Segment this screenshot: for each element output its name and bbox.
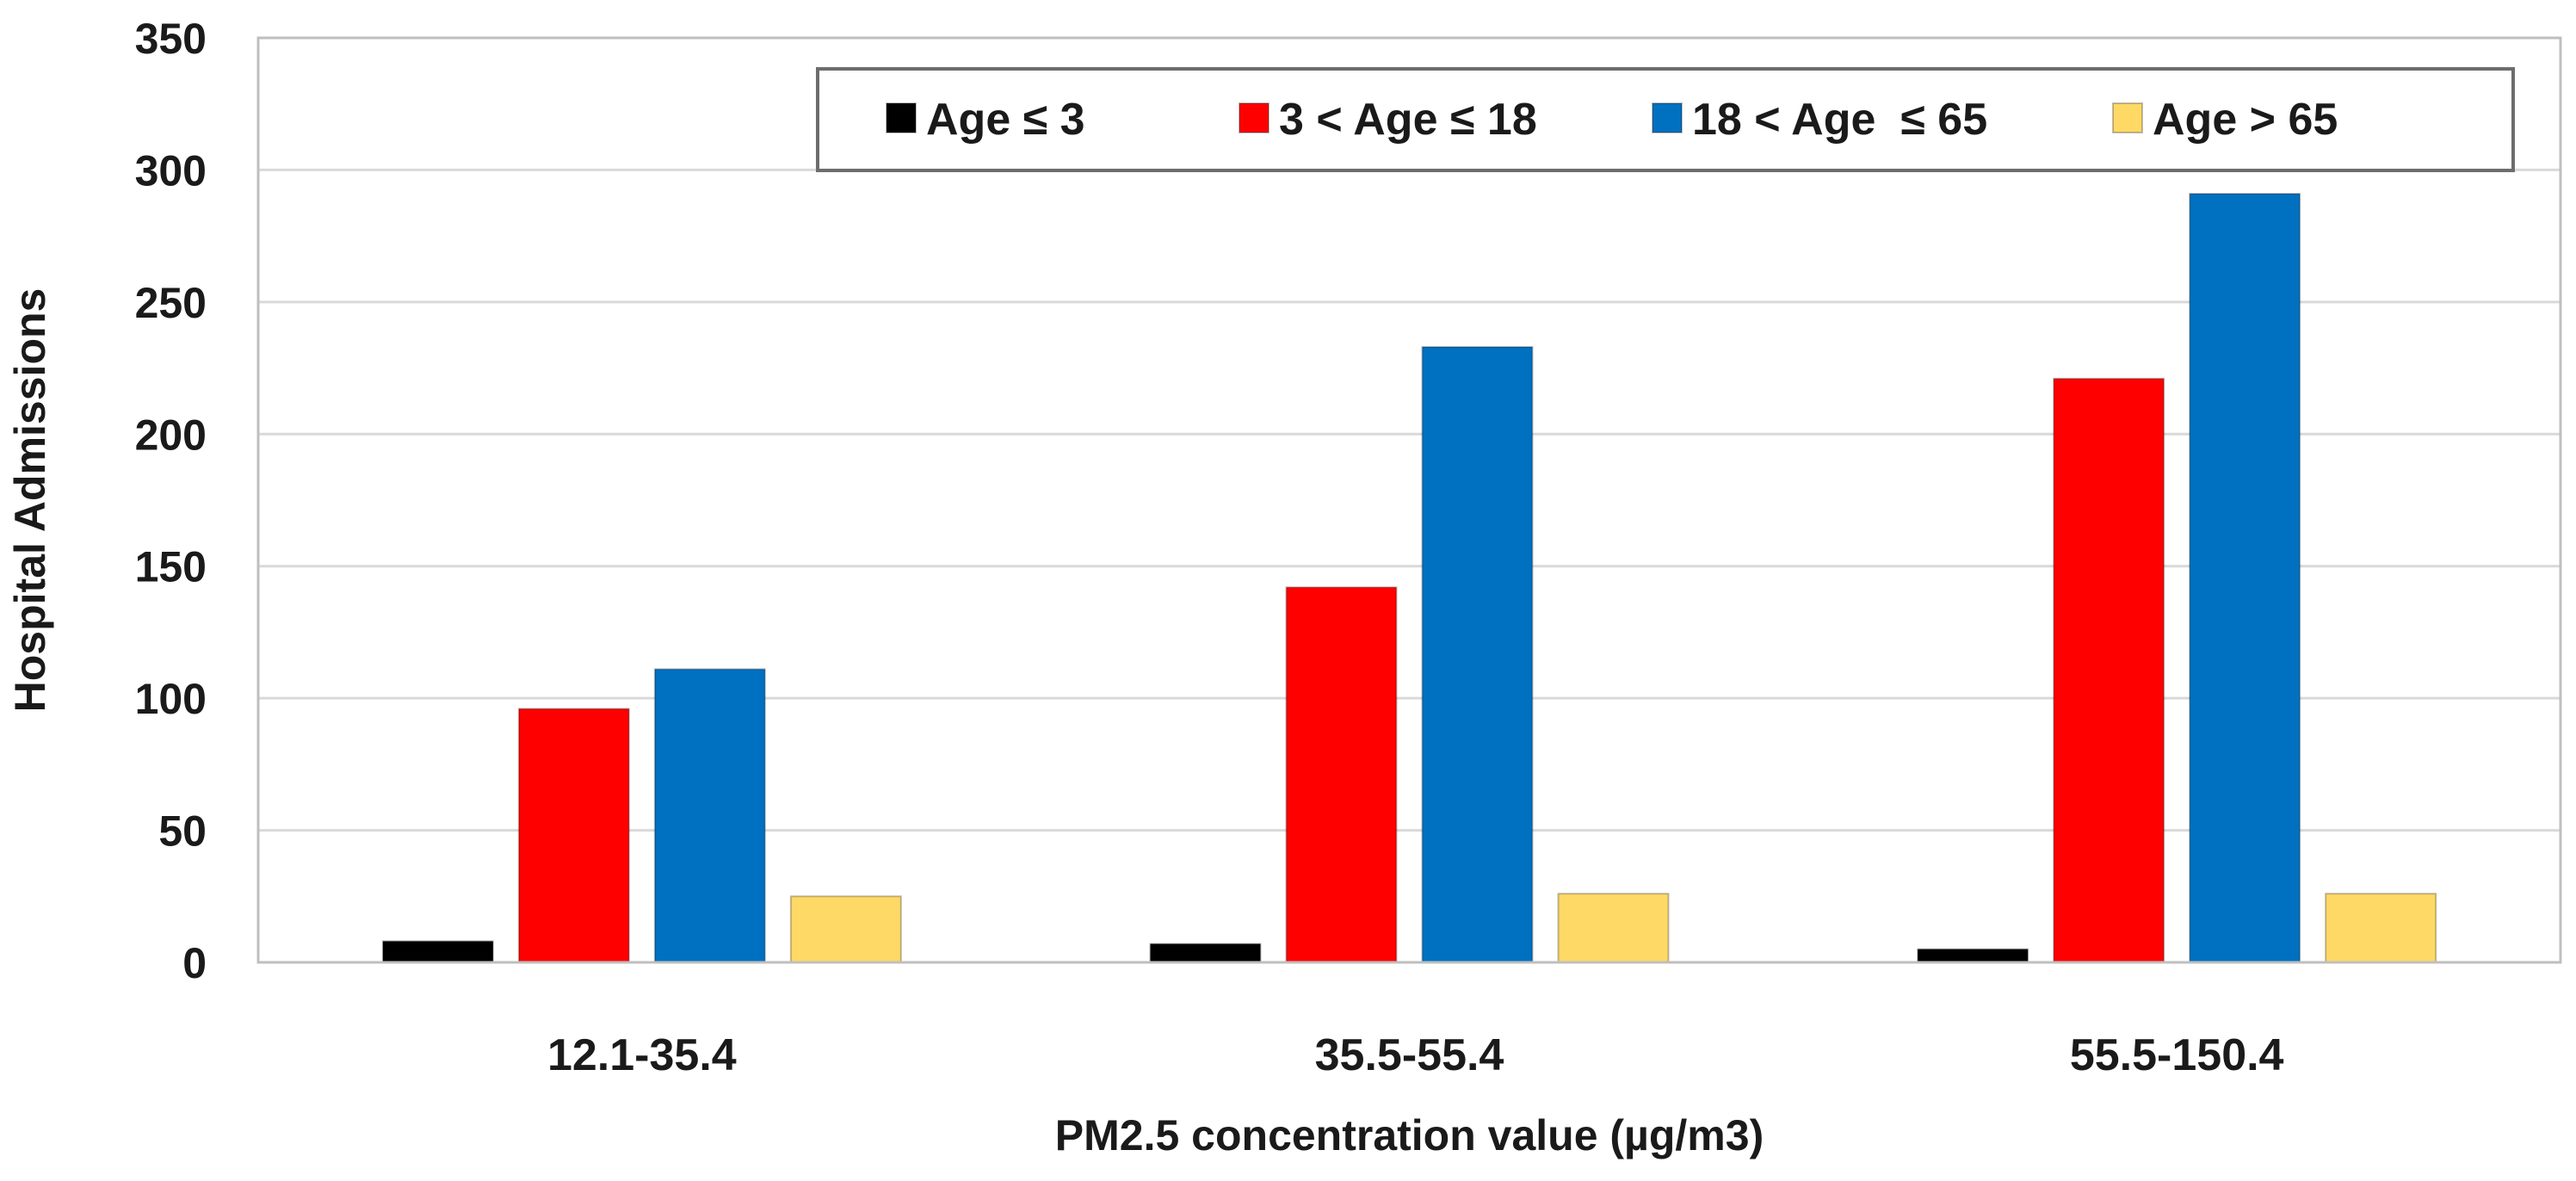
y-tick-label: 300 xyxy=(135,146,207,195)
bar-0-2 xyxy=(653,668,766,963)
bar-0-0 xyxy=(381,940,494,963)
legend-swatch xyxy=(2112,102,2143,133)
legend-label: Age > 65 xyxy=(2153,95,2338,145)
y-axis-title: Hospital Admissions xyxy=(6,288,54,713)
bar-1-3 xyxy=(1557,893,1670,964)
y-axis-ticks: 0 50 100 150 200 250 300 350 xyxy=(135,15,207,987)
bar-2-0 xyxy=(1917,948,2029,963)
y-tick-label: 350 xyxy=(135,15,207,63)
bar-2-2 xyxy=(2189,193,2301,963)
y-tick-label: 250 xyxy=(135,279,207,327)
y-tick-label: 200 xyxy=(135,411,207,459)
bar-0-3 xyxy=(789,895,902,964)
bar-2-1 xyxy=(2053,377,2165,963)
y-tick-label: 50 xyxy=(158,807,207,856)
bar-1-1 xyxy=(1285,586,1398,964)
legend: Age ≤ 3 3 < Age ≤ 18 18 < Age ≤ 65 Age > 65 xyxy=(816,67,2515,172)
x-tick-label: 35.5-55.4 xyxy=(1315,1030,1504,1080)
legend-label: Age ≤ 3 xyxy=(926,95,1085,145)
x-axis-title: PM2.5 concentration value (µg/m3) xyxy=(1055,1111,1764,1159)
legend-label: 3 < Age ≤ 18 xyxy=(1279,95,1537,145)
y-tick-label: 150 xyxy=(135,543,207,591)
y-tick-label: 100 xyxy=(135,675,207,723)
legend-swatch xyxy=(1652,102,1683,133)
y-tick-label: 0 xyxy=(182,939,207,987)
bar-1-0 xyxy=(1149,943,1262,964)
x-tick-label: 55.5-150.4 xyxy=(2070,1030,2284,1080)
legend-swatch xyxy=(1239,102,1269,133)
legend-swatch xyxy=(886,102,917,133)
legend-label: 18 < Age ≤ 65 xyxy=(1692,95,1987,145)
plot-frame xyxy=(256,36,2562,964)
bar-0-1 xyxy=(517,708,630,963)
x-axis-ticks: 12.1-35.4 35.5-55.4 55.5-150.4 xyxy=(547,1030,2284,1080)
bar-1-2 xyxy=(1421,346,1534,964)
bars xyxy=(381,193,2437,964)
x-tick-label: 12.1-35.4 xyxy=(547,1030,737,1080)
bar-2-3 xyxy=(2325,893,2437,964)
